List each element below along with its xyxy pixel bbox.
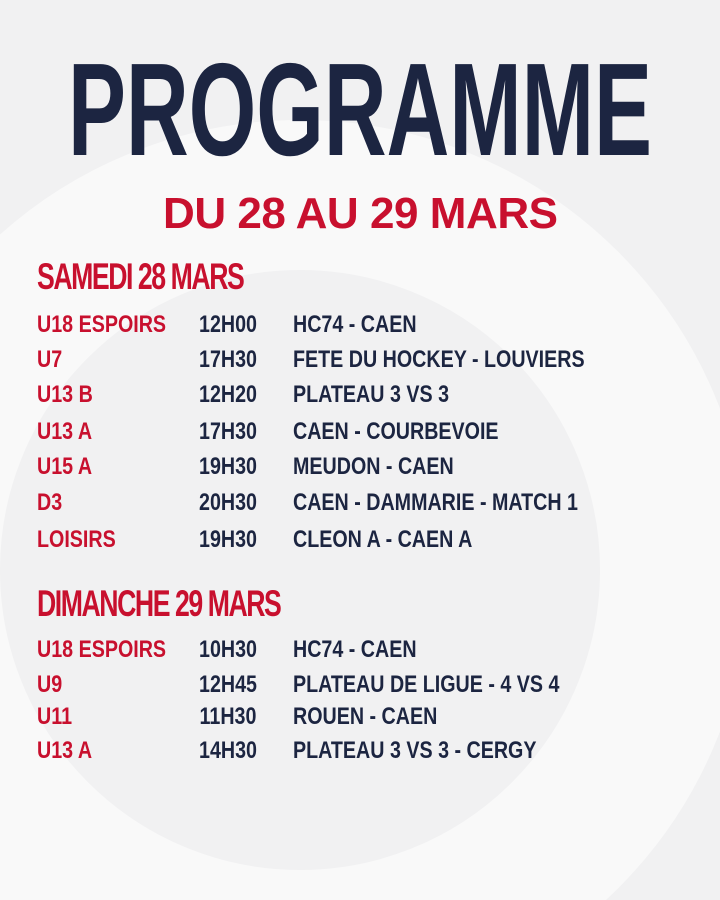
- schedule-time: 11H30: [199, 703, 257, 730]
- date-range-subtitle: DU 28 AU 29 MARS: [163, 189, 558, 238]
- schedule-team: U13 B: [37, 381, 93, 408]
- schedule-team: U13 A: [37, 737, 93, 764]
- schedule-row: U13 B 12H20 PLATEAU 3 VS 3: [0, 381, 720, 411]
- schedule-row: U18 ESPOIRS 10H30 HC74 - CAEN: [0, 636, 720, 666]
- schedule-row: LOISIRS 19H30 CLEON A - CAEN A: [0, 526, 720, 556]
- schedule-match: FETE DU HOCKEY - LOUVIERS: [293, 346, 585, 373]
- schedule-time: 19H30: [198, 453, 257, 480]
- schedule-team: U13 A: [37, 418, 93, 445]
- schedule-team: U11: [37, 703, 73, 730]
- schedule-match: HC74 - CAEN: [293, 311, 417, 338]
- schedule-time: 20H30: [198, 489, 257, 516]
- schedule-match: MEUDON - CAEN: [293, 453, 454, 480]
- schedule-match: HC74 - CAEN: [293, 636, 417, 663]
- schedule-time: 12H20: [198, 381, 257, 408]
- schedule-team: D3: [37, 489, 63, 516]
- schedule-row: D3 20H30 CAEN - DAMMARIE - MATCH 1: [0, 489, 720, 519]
- schedule-row: U13 A 14H30 PLATEAU 3 VS 3 - CERGY: [0, 737, 720, 767]
- schedule-time: 12H45: [198, 671, 257, 698]
- schedule-time: 19H30: [198, 526, 257, 553]
- schedule-team: U18 ESPOIRS: [37, 311, 167, 338]
- schedule-match: CLEON A - CAEN A: [293, 526, 473, 553]
- schedule-time: 12H00: [198, 311, 257, 338]
- page-title: PROGRAMME: [68, 40, 652, 170]
- section-heading-sunday: DIMANCHE 29 MARS: [37, 583, 282, 624]
- schedule-match: ROUEN - CAEN: [293, 703, 438, 730]
- schedule-time: 14H30: [198, 737, 257, 764]
- schedule-row: U7 17H30 FETE DU HOCKEY - LOUVIERS: [0, 346, 720, 376]
- schedule-match: CAEN - COURBEVOIE: [293, 418, 499, 445]
- page-title-wrapper: PROGRAMME: [68, 40, 652, 170]
- schedule-team: U9: [37, 671, 63, 698]
- schedule-time: 10H30: [198, 636, 257, 663]
- schedule-match: PLATEAU 3 VS 3 - CERGY: [293, 737, 537, 764]
- schedule-match: PLATEAU DE LIGUE - 4 VS 4: [293, 671, 560, 698]
- section-heading-saturday: SAMEDI 28 MARS: [37, 256, 245, 297]
- schedule-team: U18 ESPOIRS: [37, 636, 167, 663]
- schedule-row: U13 A 17H30 CAEN - COURBEVOIE: [0, 418, 720, 448]
- date-range-subtitle-wrapper: DU 28 AU 29 MARS: [163, 189, 558, 238]
- schedule-row: U15 A 19H30 MEUDON - CAEN: [0, 453, 720, 483]
- schedule-team: U15 A: [37, 453, 93, 480]
- schedule-team: U7: [37, 346, 63, 373]
- schedule-row: U11 11H30 ROUEN - CAEN: [0, 703, 720, 733]
- schedule-row: U18 ESPOIRS 12H00 HC74 - CAEN: [0, 311, 720, 341]
- schedule-time: 17H30: [198, 346, 257, 373]
- schedule-match: PLATEAU 3 VS 3: [293, 381, 450, 408]
- schedule-row: U9 12H45 PLATEAU DE LIGUE - 4 VS 4: [0, 671, 720, 701]
- schedule-match: CAEN - DAMMARIE - MATCH 1: [293, 489, 578, 516]
- schedule-time: 17H30: [198, 418, 257, 445]
- schedule-team: LOISIRS: [37, 526, 116, 553]
